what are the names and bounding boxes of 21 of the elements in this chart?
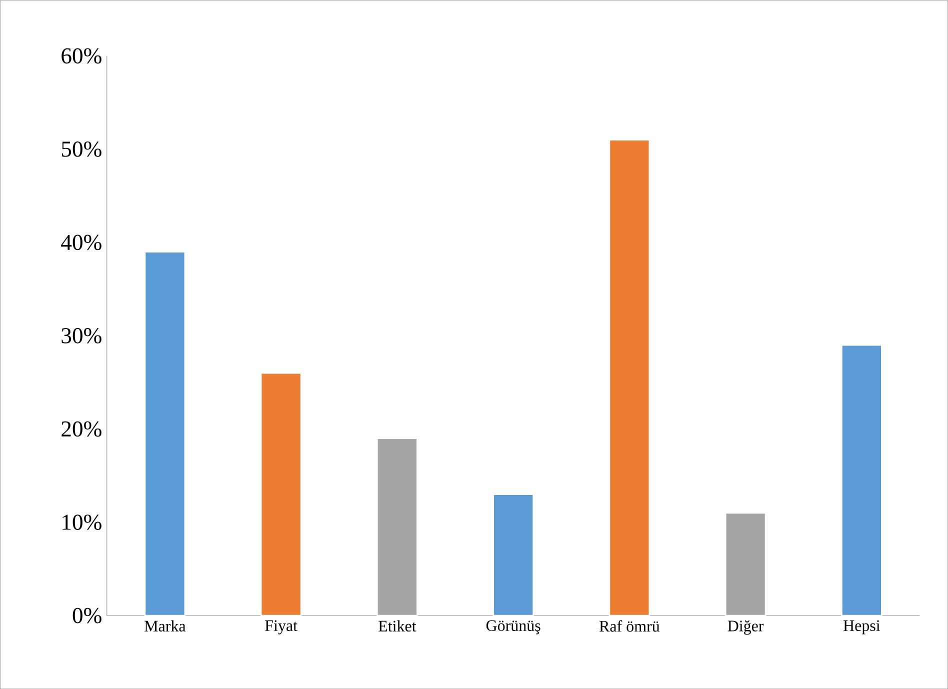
bar (376, 438, 418, 616)
y-tick-label: 40% (61, 234, 102, 250)
x-tick-label: Etiket (378, 620, 416, 632)
bar (841, 344, 882, 616)
x-tick-label: Fiyat (265, 620, 298, 634)
x-tick-label: Marka (144, 620, 186, 632)
y-tick-label: 10% (62, 514, 102, 530)
y-tick-label: 50% (62, 141, 102, 157)
bar (144, 251, 186, 616)
x-tick-label: Görünüş (486, 620, 540, 634)
x-tick-label: Raf ömrü (599, 620, 660, 632)
x-tick-label: Hepsi (843, 620, 880, 634)
bar (260, 372, 302, 616)
bar (724, 512, 766, 616)
y-tick-label: 60% (62, 48, 102, 64)
bar (492, 494, 534, 616)
y-tick-label: 0% (72, 608, 102, 624)
bar (608, 139, 650, 616)
y-tick-label: 20% (62, 421, 102, 437)
x-tick-label: Diğer (728, 620, 764, 635)
y-tick-label: 30% (62, 328, 102, 344)
